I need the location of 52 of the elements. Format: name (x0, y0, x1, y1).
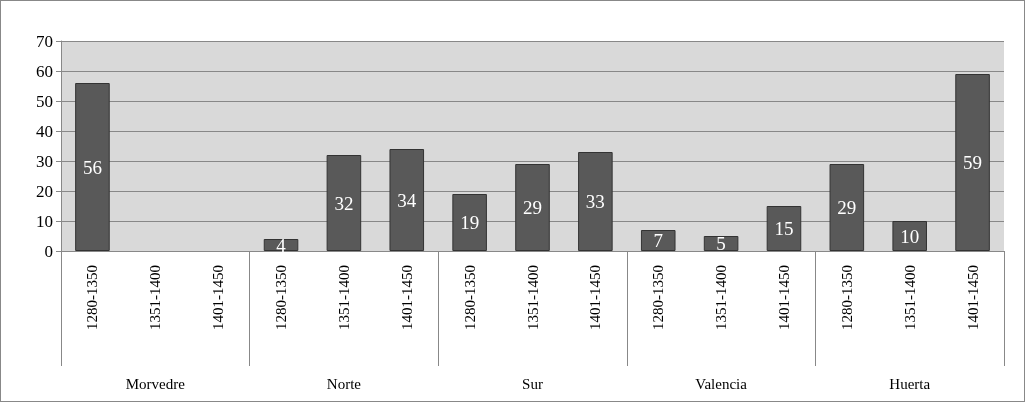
x-tick-label: 1351-1400 (147, 265, 164, 330)
bar (452, 194, 487, 251)
x-tick-label: 1401-1450 (775, 265, 792, 330)
data-label: 7 (653, 230, 663, 251)
x-tick-label: 1401-1450 (210, 265, 227, 330)
text: Morvedre (125, 375, 186, 392)
x-tick-label: 1280-1350 (84, 265, 101, 330)
x-tick-label: 1280-1350 (461, 265, 478, 330)
y-tick-label: 10 (36, 211, 53, 231)
data-label: 56 (82, 156, 102, 178)
data-label: 10 (900, 225, 920, 247)
data-label: 33 (585, 191, 605, 212)
bar (766, 206, 802, 251)
bar (326, 155, 362, 251)
y-tick-label: 30 (36, 151, 53, 171)
data-label: 29 (523, 197, 542, 218)
x-tick-label: 1401-1450 (587, 265, 604, 330)
x-tick-label: 1280-1350 (273, 265, 290, 330)
x-tick-label: 1280-1350 (650, 265, 667, 330)
y-tick-label: 50 (36, 91, 53, 111)
bar (640, 230, 676, 251)
text: Norte (326, 375, 362, 392)
y-tick-label: 20 (36, 181, 53, 201)
x-tick-label: 1351-1400 (335, 265, 352, 330)
bar (389, 149, 425, 251)
x-tick-label: 1401-1450 (398, 265, 415, 330)
x-tick-label: 1351-1400 (524, 265, 541, 330)
bar (578, 152, 613, 251)
x-tick-label: 1351-1400 (713, 265, 730, 330)
bar (829, 164, 865, 251)
y-tick-label: 60 (36, 61, 53, 81)
x-tick-label: 1351-1400 (901, 265, 918, 330)
bar (75, 83, 110, 251)
y-tick-label: 0 (44, 241, 53, 261)
bar (515, 164, 550, 251)
x-tick-label: 1280-1350 (838, 265, 855, 330)
bar (892, 221, 927, 251)
y-tick-label: 70 (36, 31, 53, 51)
data-label: 4 (276, 234, 287, 256)
text: Valencia (695, 375, 748, 392)
data-label: 5 (716, 233, 726, 254)
text: Sur (522, 375, 543, 392)
data-label: 29 (837, 197, 857, 218)
data-label: 34 (397, 189, 417, 211)
data-label: 15 (774, 218, 794, 239)
data-label: 59 (963, 152, 983, 173)
data-label: 32 (334, 192, 354, 214)
data-label: 19 (460, 212, 480, 233)
text: Huerta (889, 375, 931, 392)
x-tick-label: 1401-1450 (964, 265, 981, 330)
bar (955, 74, 990, 251)
y-tick-label: 40 (36, 121, 53, 141)
